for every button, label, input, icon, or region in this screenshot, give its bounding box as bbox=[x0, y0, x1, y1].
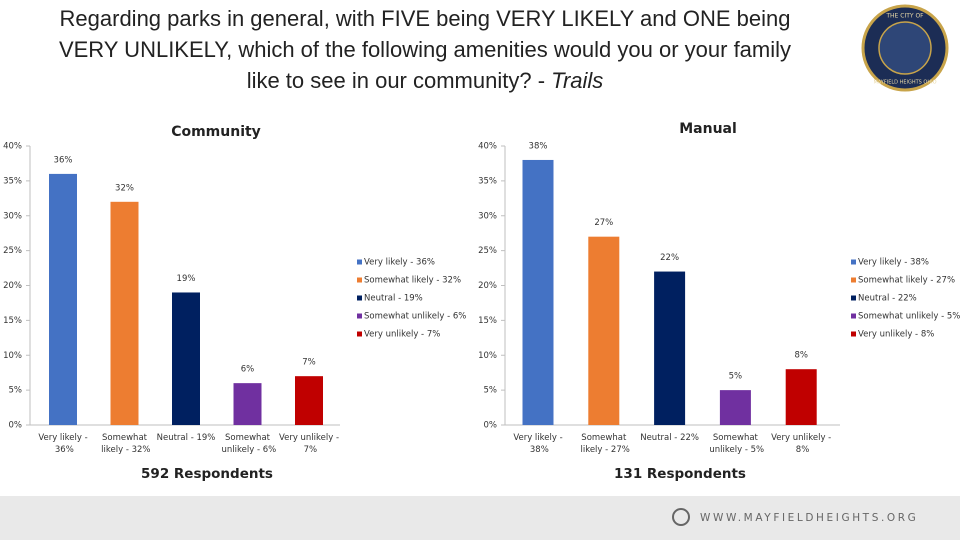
legend-swatch bbox=[357, 331, 362, 337]
legend-label: Very likely - 36% bbox=[364, 258, 435, 268]
x-tick-label: Very unlikely - 8% bbox=[771, 433, 831, 455]
legend-swatch bbox=[851, 295, 856, 301]
bar bbox=[785, 369, 817, 425]
logo-text: MAYFIELD HEIGHTS OHIO bbox=[873, 80, 936, 86]
x-tick-label: Neutral - 19% bbox=[157, 433, 216, 443]
value-label: 36% bbox=[54, 155, 73, 165]
y-tick-label: 35% bbox=[3, 176, 22, 186]
logo-text: THE CITY OF bbox=[885, 13, 924, 20]
value-label: 19% bbox=[177, 274, 196, 284]
x-tick-label: Very likely - 38% bbox=[513, 433, 562, 455]
respondents: 592 Respondents bbox=[141, 466, 273, 482]
value-label: 7% bbox=[302, 358, 316, 368]
legend-label: Somewhat likely - 27% bbox=[858, 276, 955, 286]
bar bbox=[110, 201, 139, 425]
footer-band bbox=[0, 496, 960, 540]
title-line: like to see in our community? - bbox=[247, 68, 551, 93]
y-tick-label: 10% bbox=[478, 351, 497, 361]
bar bbox=[233, 383, 262, 425]
x-tick-label: Somewhat likely - 27% bbox=[578, 433, 630, 455]
x-tick-label: Somewhat likely - 32% bbox=[98, 433, 150, 455]
legend-swatch bbox=[851, 331, 856, 337]
respondents: 131 Respondents bbox=[614, 466, 746, 482]
legend-swatch bbox=[357, 259, 362, 265]
y-tick-label: 0% bbox=[9, 421, 23, 431]
y-tick-label: 5% bbox=[484, 386, 498, 396]
x-tick-label: Very unlikely - 7% bbox=[279, 433, 339, 455]
y-tick-label: 10% bbox=[3, 351, 22, 361]
title-line: like to see in our community? - Trails bbox=[247, 68, 604, 93]
logo: THE CITY OF MAYFIELD HEIGHTS OHIO bbox=[861, 4, 949, 92]
bar bbox=[49, 173, 77, 425]
value-label: 27% bbox=[594, 218, 613, 228]
x-tick-label: Somewhat unlikely - 6% bbox=[219, 433, 276, 455]
legend-swatch bbox=[851, 259, 856, 265]
y-tick-label: 25% bbox=[3, 246, 22, 256]
value-label: 22% bbox=[660, 253, 679, 263]
value-label: 32% bbox=[115, 183, 134, 193]
legend-swatch bbox=[357, 295, 362, 301]
y-tick-label: 40% bbox=[478, 142, 497, 152]
footer-icon bbox=[672, 508, 690, 526]
legend-label: Neutral - 22% bbox=[858, 294, 917, 304]
y-tick-label: 15% bbox=[3, 316, 22, 326]
legend-label: Somewhat unlikely - 5% bbox=[858, 312, 960, 322]
y-tick-label: 30% bbox=[478, 211, 497, 221]
value-label: 8% bbox=[794, 351, 808, 361]
legend-swatch bbox=[357, 277, 362, 283]
chart-title: Community bbox=[171, 124, 261, 140]
y-tick-label: 20% bbox=[3, 281, 22, 291]
value-label: 38% bbox=[529, 141, 548, 151]
legend-swatch bbox=[851, 313, 856, 319]
legend-label: Somewhat likely - 32% bbox=[364, 276, 461, 286]
legend-label: Neutral - 19% bbox=[364, 294, 423, 304]
bar bbox=[654, 271, 686, 425]
legend-label: Very likely - 38% bbox=[858, 258, 929, 268]
legend-label: Very unlikely - 7% bbox=[364, 330, 440, 340]
y-tick-label: 0% bbox=[484, 421, 498, 431]
bar bbox=[588, 236, 620, 425]
y-tick-label: 5% bbox=[9, 386, 23, 396]
title-line: Regarding parks in general, with FIVE be… bbox=[60, 6, 791, 31]
value-label: 5% bbox=[729, 372, 743, 382]
legend-label: Very unlikely - 8% bbox=[858, 330, 934, 340]
x-tick-label: Very likely - 36% bbox=[38, 433, 87, 455]
legend-swatch bbox=[357, 313, 362, 319]
x-tick-label: Somewhat unlikely - 5% bbox=[707, 433, 764, 455]
y-tick-label: 40% bbox=[3, 142, 22, 152]
y-tick-label: 30% bbox=[3, 211, 22, 221]
y-tick-label: 25% bbox=[478, 246, 497, 256]
x-tick-label: Neutral - 22% bbox=[640, 433, 699, 443]
chart-title: Manual bbox=[679, 121, 737, 137]
bar bbox=[522, 159, 554, 425]
bar bbox=[172, 292, 200, 425]
legend-label: Somewhat unlikely - 6% bbox=[364, 312, 466, 322]
title-line: VERY UNLIKELY, which of the following am… bbox=[59, 37, 791, 62]
logo-inner bbox=[878, 21, 932, 75]
value-label: 6% bbox=[241, 365, 255, 375]
legend-swatch bbox=[851, 277, 856, 283]
bar bbox=[719, 390, 751, 425]
y-tick-label: 20% bbox=[478, 281, 497, 291]
y-tick-label: 15% bbox=[478, 316, 497, 326]
bar bbox=[295, 376, 323, 425]
footer-url: WWW.MAYFIELDHEIGHTS.ORG bbox=[700, 512, 918, 524]
y-tick-label: 35% bbox=[478, 176, 497, 186]
title-emphasis: Trails bbox=[551, 68, 603, 93]
